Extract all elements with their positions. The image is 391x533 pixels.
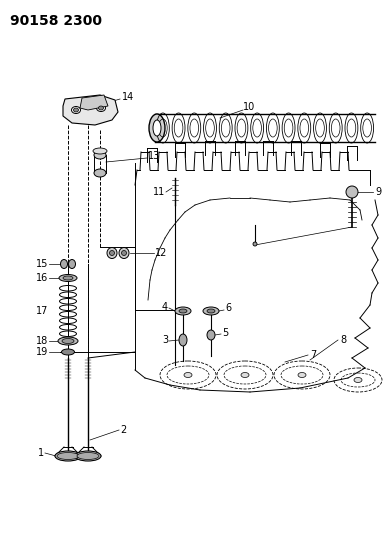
Ellipse shape [122,251,127,255]
Ellipse shape [207,330,215,340]
Text: 6: 6 [225,303,231,313]
Ellipse shape [175,307,191,315]
Ellipse shape [207,309,215,313]
Text: 11: 11 [153,187,165,197]
Polygon shape [63,95,118,125]
Ellipse shape [57,453,79,459]
Ellipse shape [61,349,75,355]
Ellipse shape [72,107,81,114]
Ellipse shape [94,151,106,159]
Text: 3: 3 [162,335,168,345]
Ellipse shape [58,337,78,345]
Text: 2: 2 [120,425,126,435]
Ellipse shape [179,334,187,346]
Ellipse shape [94,169,106,177]
Ellipse shape [63,276,73,280]
Text: 1: 1 [38,448,44,458]
Ellipse shape [107,247,117,259]
Text: 17: 17 [36,306,48,316]
Ellipse shape [59,274,77,281]
Ellipse shape [109,251,115,255]
Text: 8: 8 [340,335,346,345]
Text: 9: 9 [375,187,381,197]
Ellipse shape [75,451,101,461]
Polygon shape [80,95,108,110]
Ellipse shape [77,453,99,459]
Text: 12: 12 [155,248,167,258]
Ellipse shape [74,108,79,112]
Ellipse shape [203,307,219,315]
Ellipse shape [253,242,257,246]
Text: 10: 10 [243,102,255,112]
Ellipse shape [346,186,358,198]
Ellipse shape [354,377,362,383]
Ellipse shape [149,114,165,142]
Ellipse shape [241,373,249,377]
Ellipse shape [55,451,81,461]
Ellipse shape [93,148,107,154]
Ellipse shape [99,106,104,110]
Text: 15: 15 [36,259,48,269]
Text: 90158 2300: 90158 2300 [10,14,102,28]
Ellipse shape [97,104,106,111]
Ellipse shape [184,373,192,377]
Text: 19: 19 [36,347,48,357]
Text: 14: 14 [122,92,134,102]
Text: 16: 16 [36,273,48,283]
Text: 5: 5 [222,328,228,338]
Ellipse shape [179,309,187,313]
Ellipse shape [153,120,161,136]
Ellipse shape [68,260,75,269]
Ellipse shape [62,338,74,343]
Ellipse shape [298,373,306,377]
Ellipse shape [61,260,68,269]
Text: 7: 7 [310,350,316,360]
Text: 18: 18 [36,336,48,346]
Text: 4: 4 [162,302,168,312]
Ellipse shape [119,247,129,259]
Text: 13: 13 [148,151,160,161]
